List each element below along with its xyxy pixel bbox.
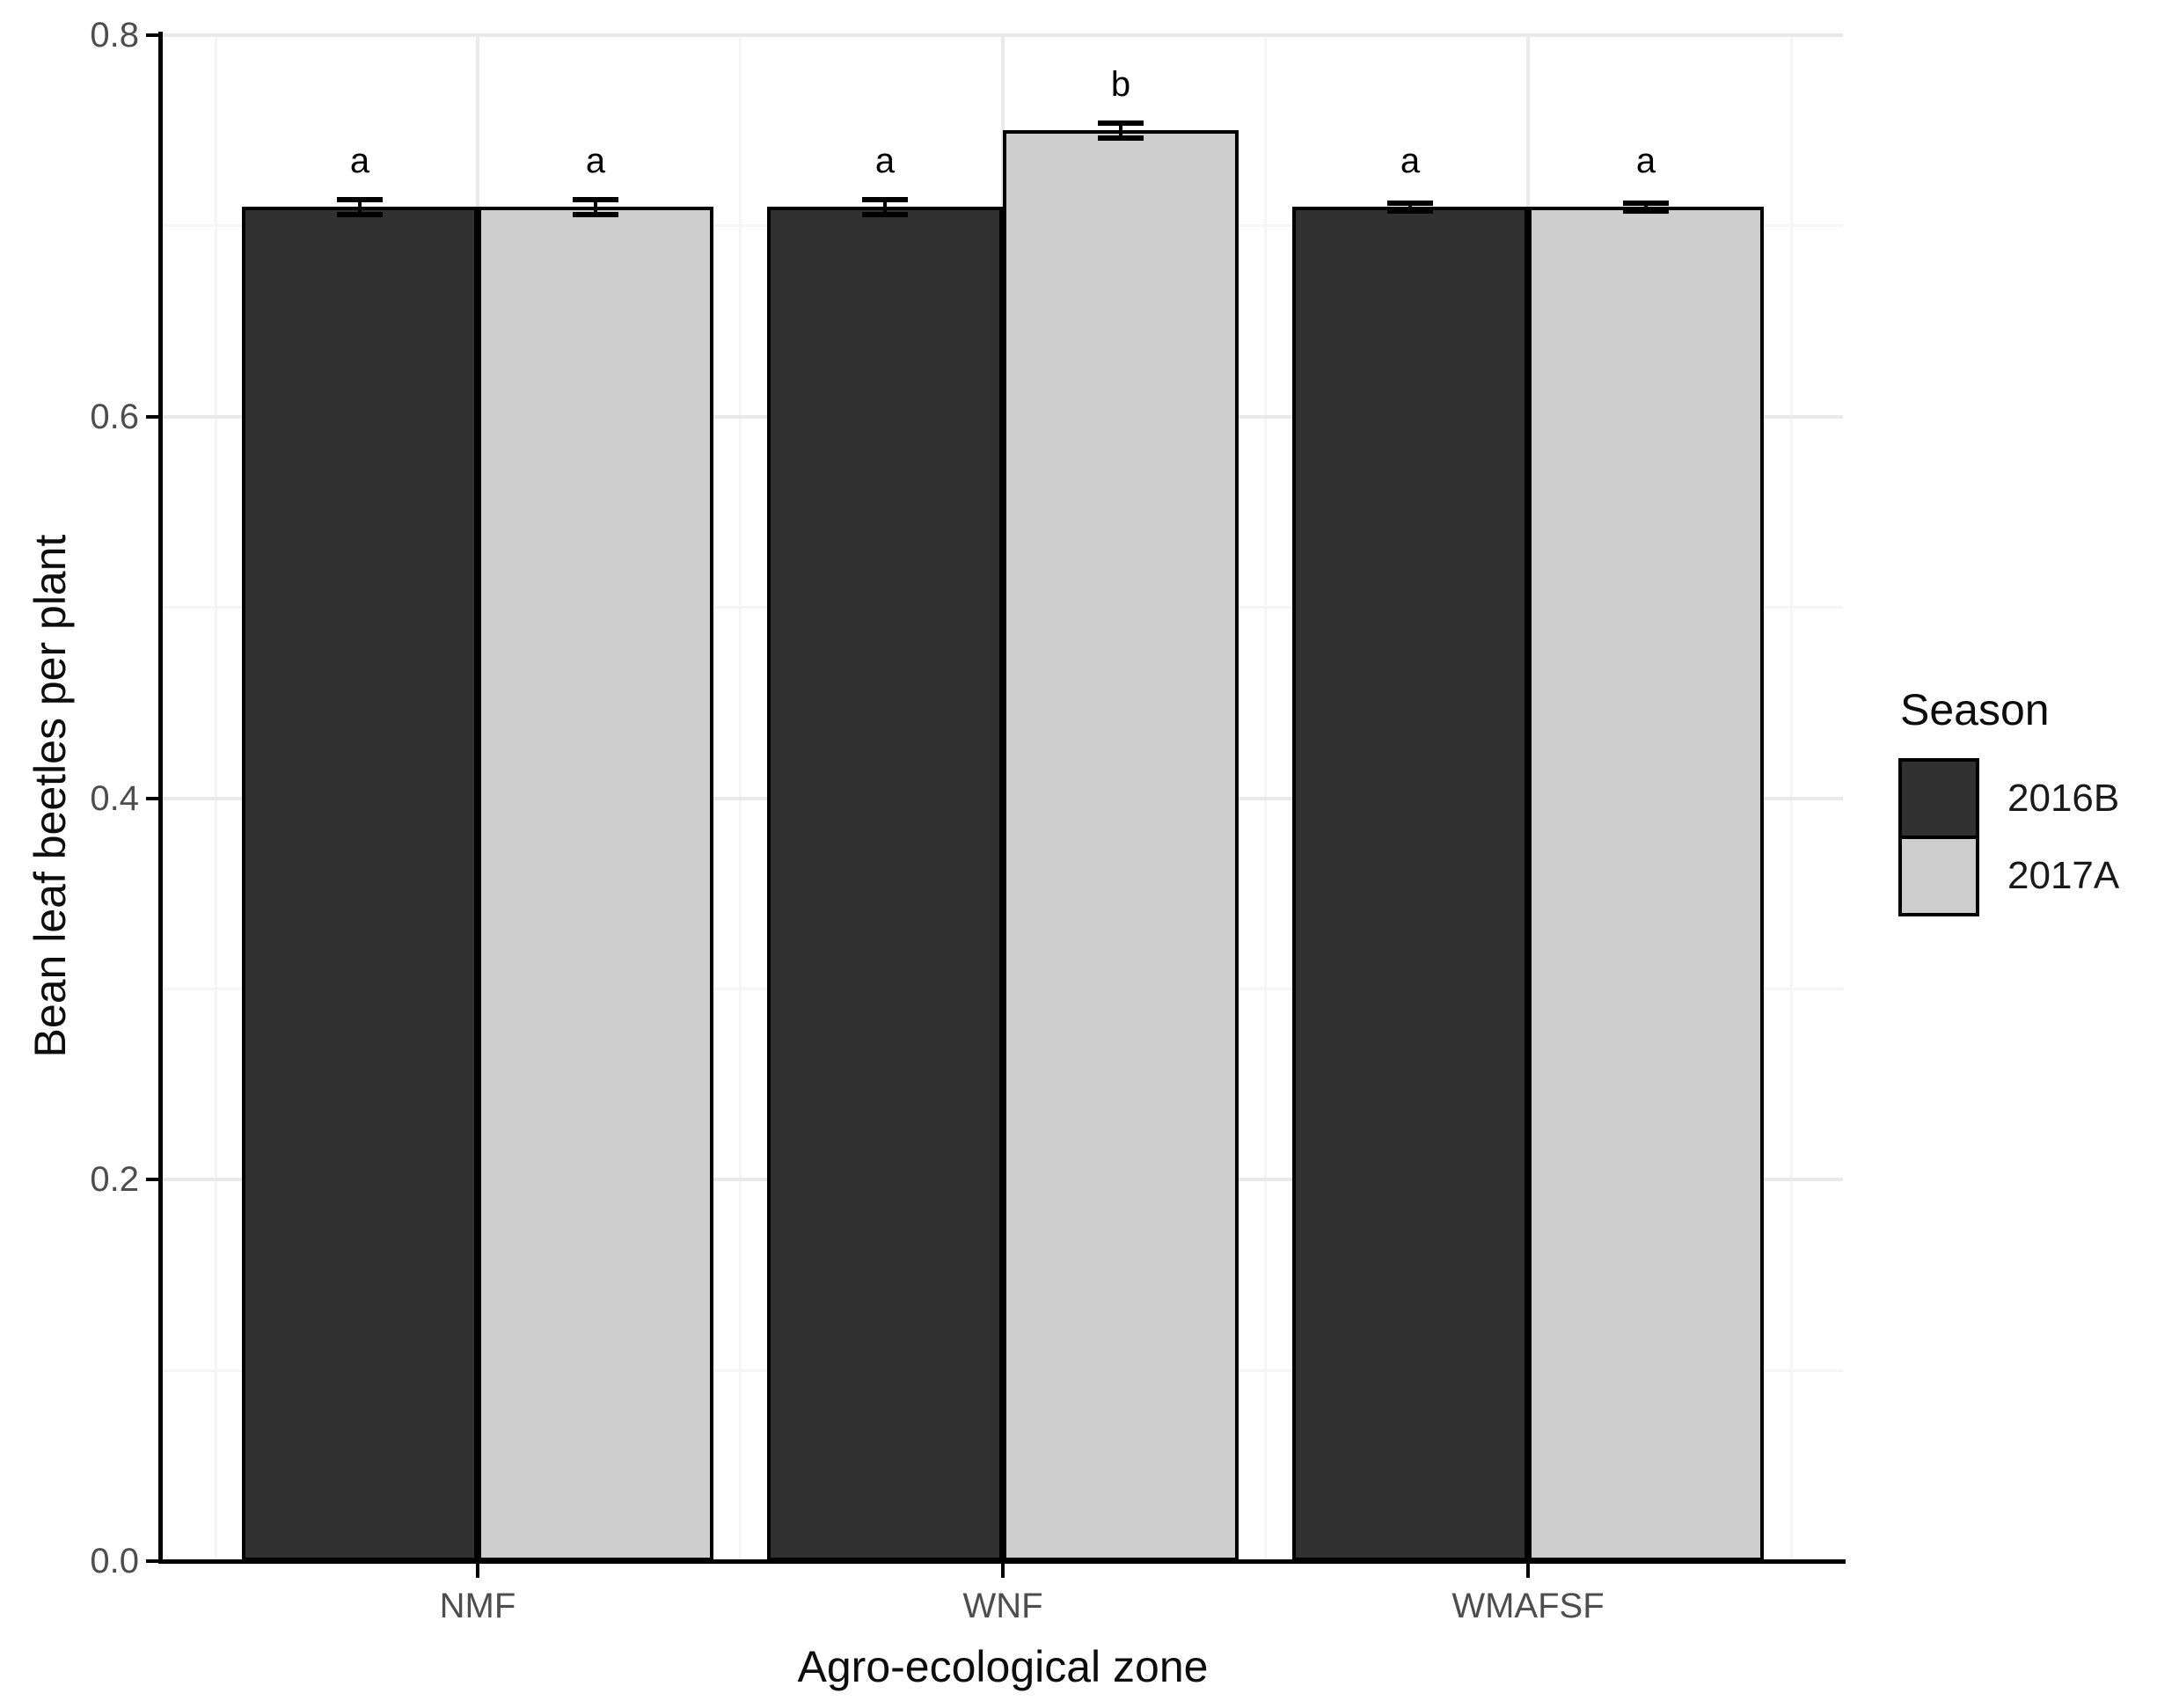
legend-key-2016B: 2016B xyxy=(1898,758,2119,839)
x-tick-label-WMAFSF: WMAFSF xyxy=(1451,1587,1605,1625)
legend-swatch-2016B xyxy=(1898,758,1979,839)
errorbar-cap-bottom-2016B-WMAFSF xyxy=(1387,208,1433,214)
legend-key-2017A: 2017A xyxy=(1898,836,2119,916)
y-tick-0.6 xyxy=(146,414,162,419)
errorbar-stem-2017A-WNF xyxy=(1119,122,1122,139)
y-tick-label-0.6: 0.6 xyxy=(90,397,139,436)
errorbar-cap-top-2016B-WMAFSF xyxy=(1387,200,1433,206)
errorbar-stem-2016B-WNF xyxy=(883,199,887,215)
sig-letter-2017A-NMF: a xyxy=(585,142,606,181)
y-tick-0.8 xyxy=(146,33,162,37)
y-axis-title: Bean leaf beetles per plant xyxy=(26,534,75,1058)
errorbar-stem-2017A-NMF xyxy=(594,199,597,215)
bar-2017A-WMAFSF xyxy=(1528,207,1764,1561)
bar-2017A-WNF xyxy=(1003,130,1239,1561)
sig-letter-2016B-WMAFSF: a xyxy=(1400,142,1421,181)
errorbar-stem-2017A-WMAFSF xyxy=(1644,202,1648,211)
errorbar-cap-top-2017A-NMF xyxy=(573,196,618,202)
errorbar-cap-top-2017A-WMAFSF xyxy=(1623,200,1669,206)
errorbar-cap-bottom-2017A-WMAFSF xyxy=(1623,208,1669,214)
y-tick-0.2 xyxy=(146,1178,162,1182)
y-tick-label-0.8: 0.8 xyxy=(90,16,139,55)
y-axis-line xyxy=(158,32,163,1564)
y-tick-label-0.2: 0.2 xyxy=(90,1160,139,1200)
legend-label-2016B: 2016B xyxy=(2007,777,2120,820)
errorbar-stem-2016B-WMAFSF xyxy=(1408,202,1412,211)
y-tick-label-0.4: 0.4 xyxy=(90,778,139,818)
legend-swatch-2017A xyxy=(1898,836,1979,916)
sig-letter-2017A-WNF: b xyxy=(1110,65,1131,105)
y-tick-label-0.0: 0.0 xyxy=(90,1542,139,1580)
errorbar-cap-top-2016B-NMF xyxy=(337,196,383,202)
bar-2016B-WMAFSF xyxy=(1292,207,1528,1561)
errorbar-cap-top-2016B-WNF xyxy=(862,196,908,202)
errorbar-cap-bottom-2016B-NMF xyxy=(337,211,383,217)
bar-2016B-WNF xyxy=(767,207,1003,1561)
bar-2016B-NMF xyxy=(242,207,478,1561)
errorbar-cap-bottom-2017A-NMF xyxy=(573,211,618,217)
y-tick-0.0 xyxy=(146,1559,162,1563)
errorbar-cap-top-2017A-WNF xyxy=(1098,120,1144,126)
x-axis-title: Agro-ecological zone xyxy=(797,1642,1209,1691)
x-axis-line xyxy=(158,1559,1846,1564)
x-tick-label-WNF: WNF xyxy=(962,1587,1043,1625)
legend: Season 2016B 2017A xyxy=(1898,684,2119,916)
errorbar-cap-bottom-2016B-WNF xyxy=(862,211,908,217)
errorbar-stem-2016B-NMF xyxy=(358,199,362,215)
x-tick-NMF xyxy=(476,1564,479,1578)
y-tick-0.4 xyxy=(146,796,162,800)
legend-title: Season xyxy=(1900,685,2050,734)
x-tick-WMAFSF xyxy=(1526,1564,1530,1578)
x-tick-label-NMF: NMF xyxy=(439,1587,516,1625)
legend-label-2017A: 2017A xyxy=(2007,854,2120,897)
sig-letter-2016B-NMF: a xyxy=(349,142,370,181)
x-tick-WNF xyxy=(1001,1564,1005,1578)
errorbar-cap-bottom-2017A-WNF xyxy=(1098,135,1144,142)
sig-letter-2017A-WMAFSF: a xyxy=(1635,142,1656,181)
bar-2017A-NMF xyxy=(478,207,713,1561)
sig-letter-2016B-WNF: a xyxy=(874,142,896,181)
